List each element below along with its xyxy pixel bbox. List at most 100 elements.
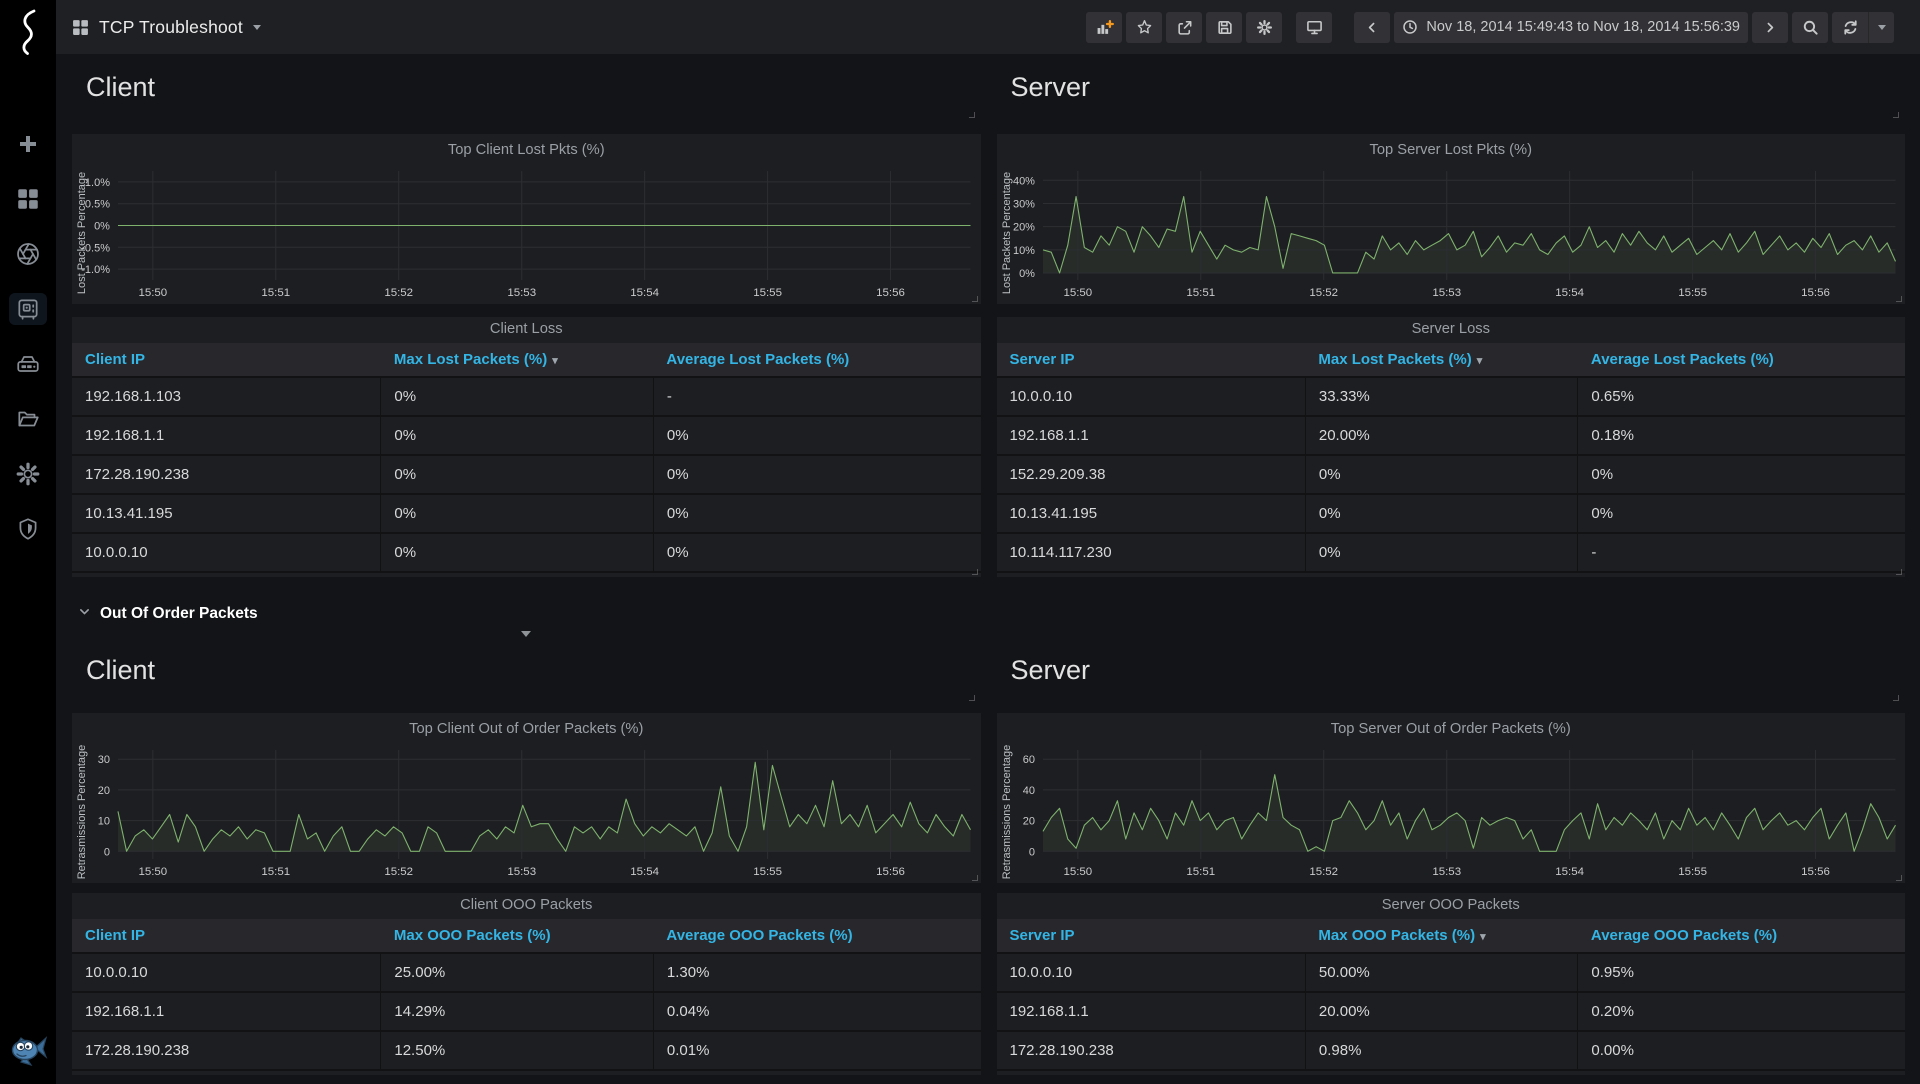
chart-canvas[interactable]: 40%30%20%10%0%15:5015:5115:5215:5315:541… [997,164,1906,302]
time-range-picker[interactable]: Nov 18, 2014 15:49:43 to Nov 18, 2014 15… [1394,12,1748,43]
panel-title[interactable]: Top Client Lost Pkts (%) [72,138,981,164]
section-header: Client [86,72,967,103]
panel-resize-handle[interactable] [972,296,978,302]
kiosk-monitor-button[interactable] [1296,12,1332,43]
table-header-cell[interactable]: Max Lost Packets (%)▾ [381,343,654,377]
table-cell: 10.0.0.10 [997,953,1306,992]
star-button[interactable] [1126,12,1162,43]
svg-text:15:56: 15:56 [1801,866,1830,878]
panel-resize-handle[interactable] [969,112,975,118]
fish-mascot-icon[interactable] [7,1029,49,1072]
svg-text:15:52: 15:52 [384,866,413,878]
panel-resize-handle[interactable] [1896,875,1902,881]
vault-icon[interactable] [9,293,47,325]
table-header-cell[interactable]: Average OOO Packets (%) [1578,919,1905,953]
table-header-cell[interactable]: Max Lost Packets (%)▾ [1305,343,1578,377]
panel-resize-handle[interactable] [969,695,975,701]
gear-icon[interactable] [9,458,47,490]
panel-resize-handle[interactable] [1893,695,1899,701]
panel-resize-handle[interactable] [1896,569,1902,575]
share-button[interactable] [1166,12,1202,43]
table-header-cell[interactable]: Max OOO Packets (%) [381,919,654,953]
panel-menu-caret-icon[interactable] [521,631,531,637]
table-cell: 0% [381,533,654,572]
table-cell: 0.01% [653,1031,980,1070]
app-logo-icon[interactable] [11,8,45,56]
table-header-cell[interactable]: Max OOO Packets (%)▾ [1305,919,1578,953]
folder-icon[interactable] [9,403,47,435]
svg-text:20%: 20% [1012,222,1034,234]
add-panel-button[interactable] [1086,12,1122,43]
svg-text:15:50: 15:50 [1063,287,1092,299]
row-toggle-out-of-order-packets[interactable]: Out Of Order Packets [72,599,1905,629]
panel-resize-handle[interactable] [1893,112,1899,118]
table-header-cell[interactable]: Average OOO Packets (%) [653,919,980,953]
graph-panel-top-client-lost: Top Client Lost Pkts (%) Lost Packets Pe… [72,134,981,304]
panel-title[interactable]: Client OOO Packets [72,893,981,919]
time-forward-button[interactable] [1752,12,1788,43]
table-row: 10.0.0.1050.00%0.95% [997,953,1906,992]
save-button[interactable] [1206,12,1242,43]
dashboards-grid-icon[interactable] [9,183,47,215]
panel-resize-handle[interactable] [972,875,978,881]
chart-canvas[interactable]: 1.0%0.5%0%-0.5%-1.0%15:5015:5115:5215:53… [72,164,981,302]
table-row: 152.29.209.380%0% [997,455,1906,494]
svg-text:20: 20 [1022,816,1034,828]
table-cell: 10.114.117.230 [997,533,1306,572]
column-label: Client IP [85,351,145,368]
svg-text:15:54: 15:54 [1555,866,1584,878]
svg-text:15:50: 15:50 [138,287,167,299]
svg-text:0%: 0% [1019,268,1035,280]
table-header-cell[interactable]: Server IP [997,919,1306,953]
svg-text:15:56: 15:56 [1801,287,1830,299]
table-cell: 0% [1305,494,1578,533]
panel-title[interactable]: Server OOO Packets [997,893,1906,919]
table-header-cell[interactable]: Average Lost Packets (%) [1578,343,1905,377]
add-icon[interactable] [9,128,47,160]
table-cell: 192.168.1.1 [72,992,381,1031]
shield-icon[interactable] [9,513,47,545]
table-cell: 0.95% [1578,953,1905,992]
table-header-cell[interactable]: Average Lost Packets (%) [653,343,980,377]
svg-text:15:53: 15:53 [507,866,536,878]
table-cell: 20.00% [1305,416,1578,455]
panel-resize-handle[interactable] [1896,296,1902,302]
column-label: Server IP [1010,351,1075,368]
svg-text:0: 0 [1028,846,1034,858]
table-cell: 192.168.1.1 [72,416,381,455]
dashboard-grid-icon [72,19,89,36]
panel-title[interactable]: Top Server Out of Order Packets (%) [997,717,1906,743]
table-row: 172.28.190.23812.50%0.01% [72,1031,981,1070]
svg-text:15:53: 15:53 [507,287,536,299]
chart-canvas[interactable]: 302010015:5015:5115:5215:5315:5415:5515:… [72,743,981,881]
table-cell: 0% [1578,494,1905,533]
refresh-interval-dropdown[interactable] [1868,12,1894,43]
settings-gear-button[interactable] [1246,12,1282,43]
panel-title[interactable]: Top Client Out of Order Packets (%) [72,717,981,743]
zoom-out-button[interactable] [1792,12,1828,43]
dashboard-selector[interactable]: TCP Troubleshoot [72,17,261,38]
panel-title[interactable]: Client Loss [72,317,981,343]
table-header-cell[interactable]: Server IP [997,343,1306,377]
time-back-button[interactable] [1354,12,1390,43]
panel-title[interactable]: Server Loss [997,317,1906,343]
time-range-text: Nov 18, 2014 15:49:43 to Nov 18, 2014 15… [1426,19,1740,35]
section-header: Client [86,655,967,686]
drive-icon[interactable] [9,348,47,380]
graph-panel-top-client-ooo: Top Client Out of Order Packets (%) Retr… [72,713,981,883]
panel-resize-handle[interactable] [972,569,978,575]
table-cell: 10.13.41.195 [72,494,381,533]
refresh-button[interactable] [1832,12,1868,43]
table-row: 192.168.1.1030%- [72,377,981,416]
table-header-cell[interactable]: Client IP [72,919,381,953]
table-cell: 0% [381,416,654,455]
clock-icon [1402,19,1418,35]
aperture-icon[interactable] [9,238,47,270]
chart-canvas[interactable]: 604020015:5015:5115:5215:5315:5415:5515:… [997,743,1906,881]
panel-title[interactable]: Top Server Lost Pkts (%) [997,138,1906,164]
svg-text:60: 60 [1022,754,1034,766]
table-cell: 25.00% [381,953,654,992]
table-header-cell[interactable]: Client IP [72,343,381,377]
svg-text:15:56: 15:56 [876,287,905,299]
table-row: 10.0.0.100%0% [72,533,981,572]
